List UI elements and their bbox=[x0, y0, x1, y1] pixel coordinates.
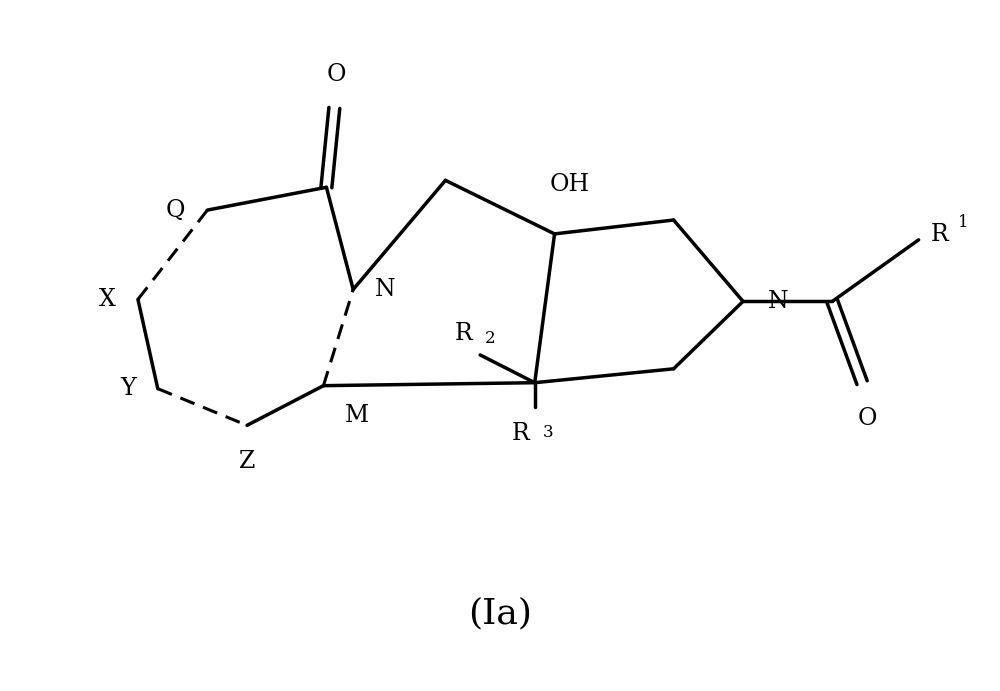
Text: Z: Z bbox=[239, 450, 255, 473]
Text: 3: 3 bbox=[543, 424, 553, 442]
Text: (Ia): (Ia) bbox=[468, 597, 532, 631]
Text: M: M bbox=[345, 404, 370, 426]
Text: 2: 2 bbox=[485, 330, 496, 347]
Text: R: R bbox=[512, 422, 530, 446]
Text: X: X bbox=[99, 288, 116, 311]
Text: N: N bbox=[768, 290, 788, 313]
Text: Y: Y bbox=[120, 377, 136, 400]
Text: O: O bbox=[327, 63, 346, 86]
Text: OH: OH bbox=[549, 173, 589, 196]
Text: R: R bbox=[931, 223, 948, 247]
Text: R: R bbox=[454, 322, 472, 345]
Text: 1: 1 bbox=[958, 214, 969, 231]
Text: Q: Q bbox=[166, 198, 186, 222]
Text: O: O bbox=[857, 408, 877, 430]
Text: N: N bbox=[375, 278, 396, 301]
